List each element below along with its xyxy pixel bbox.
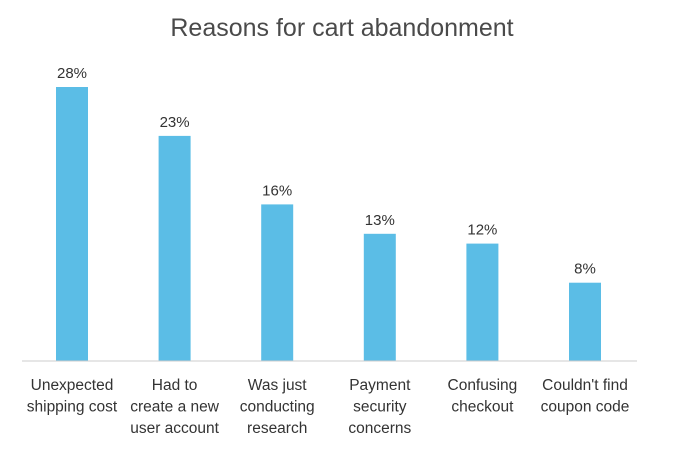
category-label-line: Confusing [448, 377, 518, 394]
chart-title: Reasons for cart abandonment [170, 14, 514, 42]
bar-3 [261, 204, 294, 361]
category-label-5: Confusing checkout [448, 377, 518, 416]
data-label-2: 23% [160, 114, 190, 131]
category-label-6: Couldn't find coupon code [541, 377, 630, 416]
bar-2 [158, 135, 191, 361]
category-label-line: Couldn't find [542, 377, 628, 394]
category-label-line: coupon code [541, 399, 630, 416]
data-label-1: 28% [57, 65, 87, 82]
category-label-line: concerns [348, 420, 411, 437]
data-label-6: 8% [574, 261, 596, 278]
bar-6 [569, 282, 601, 361]
category-label-line: conducting [240, 399, 315, 416]
data-label-5: 12% [467, 222, 497, 239]
data-label-3: 16% [262, 182, 292, 199]
bar-4 [363, 233, 396, 361]
category-label-line: user account [130, 420, 219, 437]
data-label-4: 13% [365, 212, 395, 229]
category-label-line: Unexpected [31, 377, 114, 394]
category-label-4: Payment security concerns [348, 377, 411, 437]
category-label-1: Unexpected shipping cost [27, 377, 118, 416]
category-label-3: Was just conducting research [240, 377, 315, 437]
category-label-line: Payment [349, 377, 411, 394]
category-label-line: security [353, 399, 407, 416]
category-label-2: Had to create a new user account [130, 377, 220, 437]
category-label-line: create a new [130, 399, 220, 416]
bar-1 [56, 87, 88, 361]
category-label-line: checkout [451, 399, 514, 416]
category-labels-layer: Unexpected shipping cost Had to create a ne… [27, 377, 630, 437]
category-label-line: shipping cost [27, 399, 118, 416]
bars-layer [56, 87, 601, 361]
bar-5 [466, 243, 499, 361]
category-label-line: Had to [152, 377, 198, 394]
category-label-line: research [247, 420, 307, 437]
category-label-line: Was just [248, 377, 308, 394]
data-labels-layer: 28% 23% 16% 13% 12% 8% [57, 65, 596, 278]
